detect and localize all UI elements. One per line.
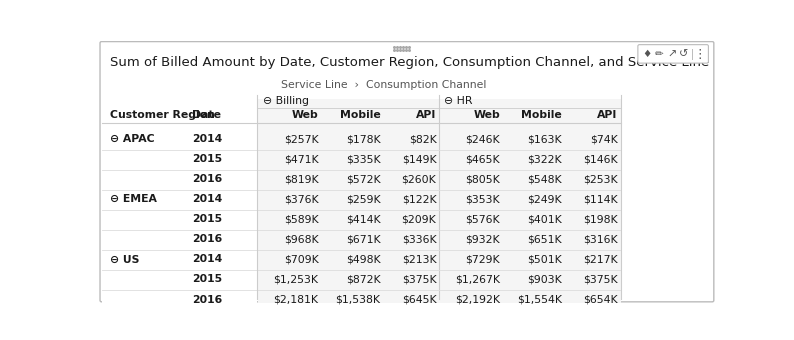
Bar (102, 250, 256, 270)
Text: $932K: $932K (465, 235, 500, 244)
Text: $178K: $178K (346, 134, 380, 144)
Text: Web: Web (292, 110, 318, 120)
Text: Date: Date (192, 110, 222, 120)
Text: $209K: $209K (402, 215, 437, 224)
Bar (258, 99, 621, 303)
Text: 2015: 2015 (192, 274, 222, 285)
Text: $576K: $576K (465, 215, 500, 224)
Text: $645K: $645K (402, 294, 437, 305)
Bar (102, 190, 256, 210)
Text: $2,181K: $2,181K (274, 294, 318, 305)
Text: $872K: $872K (346, 274, 380, 285)
Text: $471K: $471K (284, 154, 318, 164)
Bar (102, 270, 256, 290)
Text: 2014: 2014 (192, 194, 222, 204)
Text: $322K: $322K (527, 154, 562, 164)
Text: $74K: $74K (590, 134, 618, 144)
Text: $498K: $498K (346, 254, 380, 265)
Text: $1,554K: $1,554K (517, 294, 562, 305)
Text: $246K: $246K (465, 134, 500, 144)
Text: $149K: $149K (402, 154, 437, 164)
Text: $335K: $335K (346, 154, 380, 164)
Text: $253K: $253K (583, 174, 618, 184)
Text: $376K: $376K (284, 194, 318, 204)
Text: Service Line  ›  Consumption Channel: Service Line › Consumption Channel (281, 80, 487, 90)
Text: $217K: $217K (583, 254, 618, 265)
Text: ⊖ US: ⊖ US (110, 254, 140, 265)
Text: $819K: $819K (284, 174, 318, 184)
Bar (102, 170, 256, 190)
Text: 2014: 2014 (192, 254, 222, 265)
Text: 2015: 2015 (192, 215, 222, 224)
Bar (102, 210, 256, 230)
Text: 2016: 2016 (192, 294, 222, 305)
Text: $414K: $414K (346, 215, 380, 224)
FancyBboxPatch shape (638, 45, 708, 63)
Bar (102, 230, 256, 250)
Text: API: API (597, 110, 618, 120)
Text: $146K: $146K (583, 154, 618, 164)
Text: $671K: $671K (346, 235, 380, 244)
Text: ⊖ Billing: ⊖ Billing (263, 96, 309, 106)
Text: $260K: $260K (402, 174, 437, 184)
Text: $82K: $82K (409, 134, 437, 144)
Text: ⊖ EMEA: ⊖ EMEA (110, 194, 157, 204)
Text: $163K: $163K (527, 134, 562, 144)
Bar (102, 150, 256, 170)
Text: $259K: $259K (346, 194, 380, 204)
Text: $316K: $316K (583, 235, 618, 244)
Text: Mobile: Mobile (521, 110, 562, 120)
Text: 2015: 2015 (192, 154, 222, 164)
Text: Web: Web (473, 110, 500, 120)
Text: $1,538K: $1,538K (336, 294, 380, 305)
Text: $903K: $903K (527, 274, 562, 285)
Text: $353K: $353K (465, 194, 500, 204)
Text: $249K: $249K (527, 194, 562, 204)
Text: $651K: $651K (527, 235, 562, 244)
Text: API: API (416, 110, 437, 120)
Text: $375K: $375K (583, 274, 618, 285)
Text: $114K: $114K (583, 194, 618, 204)
Text: $1,253K: $1,253K (274, 274, 318, 285)
Text: $1,267K: $1,267K (455, 274, 500, 285)
Text: Mobile: Mobile (340, 110, 380, 120)
FancyBboxPatch shape (100, 41, 714, 302)
Text: ✏: ✏ (654, 49, 663, 59)
Text: ⊖ HR: ⊖ HR (444, 96, 472, 106)
Text: Customer Region: Customer Region (110, 110, 215, 120)
Text: ⊖ APAC: ⊖ APAC (110, 134, 155, 144)
Text: 2014: 2014 (192, 134, 222, 144)
Text: Sum of Billed Amount by Date, Customer Region, Consumption Channel, and Service : Sum of Billed Amount by Date, Customer R… (110, 56, 709, 69)
Text: $589K: $589K (284, 215, 318, 224)
Text: ↺: ↺ (679, 49, 688, 59)
Text: ♦: ♦ (642, 49, 652, 59)
Text: $257K: $257K (284, 134, 318, 144)
Text: $709K: $709K (283, 254, 318, 265)
Text: $805K: $805K (465, 174, 500, 184)
Text: ⋮: ⋮ (694, 48, 706, 61)
Text: $2,192K: $2,192K (455, 294, 500, 305)
Text: $122K: $122K (402, 194, 437, 204)
Text: $213K: $213K (402, 254, 437, 265)
Text: 2016: 2016 (192, 174, 222, 184)
Text: $572K: $572K (346, 174, 380, 184)
Text: $465K: $465K (465, 154, 500, 164)
Text: 2016: 2016 (192, 235, 222, 244)
Text: $654K: $654K (583, 294, 618, 305)
Bar (102, 290, 256, 310)
Text: $336K: $336K (402, 235, 437, 244)
Text: $968K: $968K (284, 235, 318, 244)
Bar (102, 130, 256, 150)
Text: $198K: $198K (583, 215, 618, 224)
Text: $375K: $375K (402, 274, 437, 285)
Text: $548K: $548K (527, 174, 562, 184)
Text: $501K: $501K (527, 254, 562, 265)
Text: ↗: ↗ (667, 49, 676, 59)
Text: $729K: $729K (465, 254, 500, 265)
Text: $401K: $401K (527, 215, 562, 224)
